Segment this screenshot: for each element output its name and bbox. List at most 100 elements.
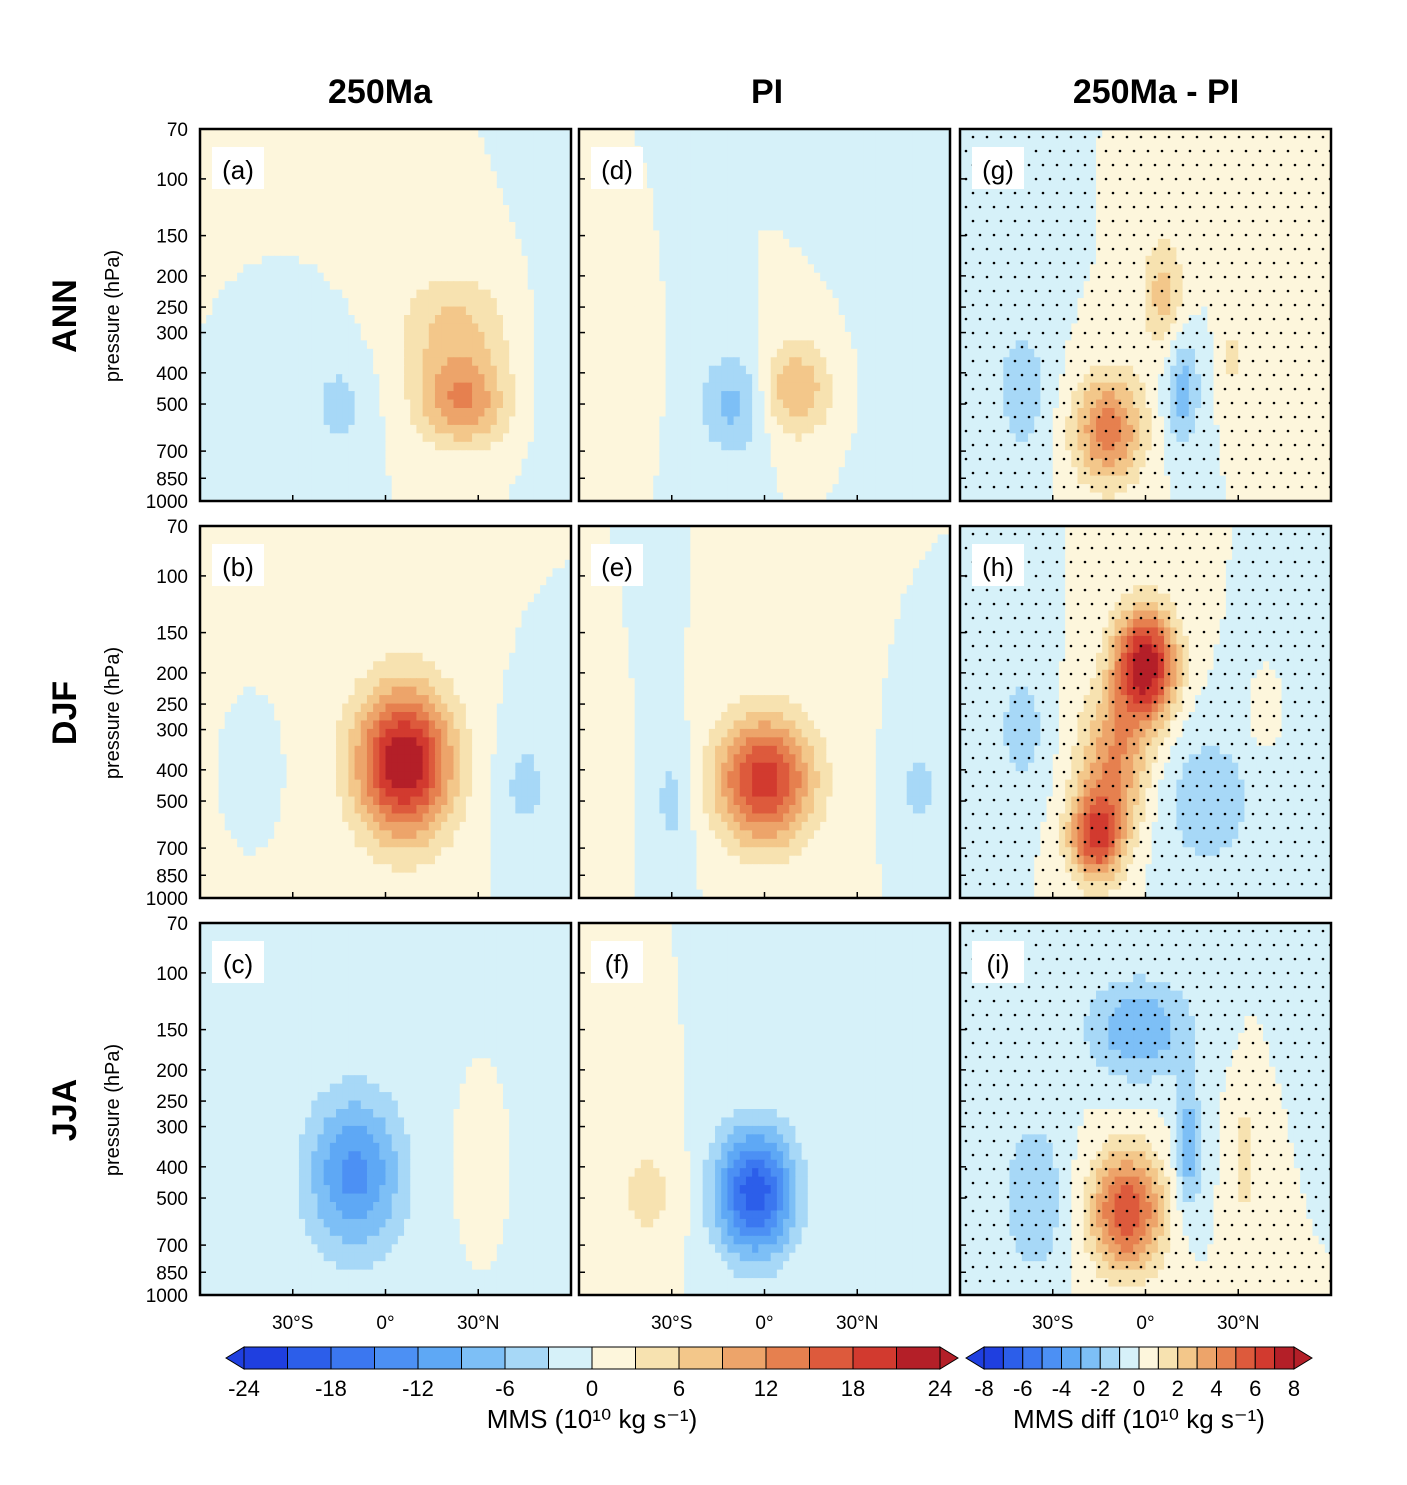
field-cell (875, 424, 883, 434)
field-cell (943, 188, 950, 198)
field-cell (634, 365, 642, 375)
field-cell (416, 238, 424, 248)
field-cell (708, 129, 716, 139)
field-cell (268, 205, 275, 215)
field-cell (478, 382, 486, 392)
field-cell (317, 247, 325, 257)
field-cell (733, 374, 741, 384)
field-cell (715, 213, 722, 223)
field-cell (937, 247, 945, 257)
field-cell (404, 264, 411, 274)
field-cell (317, 230, 325, 240)
field-cell (311, 441, 319, 451)
field-cell (397, 255, 405, 265)
field-cell (311, 382, 319, 392)
field-cell (360, 137, 368, 147)
field-cell (826, 289, 834, 299)
field-cell (925, 255, 933, 265)
field-cell (857, 416, 865, 426)
field-cell (224, 213, 232, 223)
field-cell (832, 171, 840, 181)
field-cell (609, 357, 617, 367)
field-cell (441, 230, 448, 240)
field-cell (465, 331, 473, 341)
field-cell (776, 171, 784, 181)
field-cell (708, 264, 716, 274)
field-cell (857, 213, 865, 223)
field-cell (298, 382, 306, 392)
field-cell (925, 145, 933, 155)
field-cell (496, 213, 504, 223)
field-cell (684, 298, 691, 308)
field-cell (527, 196, 535, 206)
field-cell (428, 399, 436, 409)
field-cell (212, 484, 220, 494)
field-cell (496, 315, 504, 325)
field-cell (261, 137, 269, 147)
field-cell (465, 467, 473, 477)
field-cell (552, 331, 560, 341)
field-cell (540, 162, 547, 172)
field-cell (715, 255, 722, 265)
field-cell (758, 357, 766, 367)
field-cell (200, 298, 207, 308)
field-cell (206, 298, 213, 308)
field-cell (385, 433, 393, 443)
field-cell (764, 340, 772, 350)
field-cell (502, 450, 510, 460)
field-cell (360, 340, 368, 350)
field-cell (795, 416, 803, 426)
field-cell (465, 433, 473, 443)
field-cell (230, 264, 238, 274)
field-cell (906, 357, 914, 367)
field-cell (224, 230, 232, 240)
field-cell (261, 365, 269, 375)
field-cell (342, 238, 349, 248)
field-cell (404, 230, 411, 240)
field-cell (875, 399, 883, 409)
field-cell (329, 340, 337, 350)
field-cell (558, 205, 566, 215)
field-cell (558, 230, 566, 240)
field-cell (552, 323, 560, 333)
field-cell (404, 196, 411, 206)
field-cell (665, 306, 673, 316)
field-cell (597, 272, 605, 282)
field-cell (715, 450, 722, 460)
field-cell (671, 162, 679, 172)
field-cell (311, 264, 319, 274)
field-cell (919, 408, 926, 418)
field-cell (647, 230, 654, 240)
field-cell (342, 255, 349, 265)
field-cell (323, 289, 331, 299)
field-cell (591, 340, 599, 350)
field-cell (305, 137, 312, 147)
field-cell (857, 145, 865, 155)
field-cell (261, 255, 269, 265)
field-cell (243, 196, 251, 206)
field-cell (937, 331, 945, 341)
field-cell (564, 289, 571, 299)
field-cell (385, 205, 393, 215)
field-cell (564, 247, 571, 257)
field-cell (206, 230, 213, 240)
field-cell (634, 416, 642, 426)
field-cell (622, 340, 630, 350)
field-cell (795, 408, 803, 418)
field-cell (280, 441, 288, 451)
field-cell (906, 306, 914, 316)
field-cell (721, 264, 728, 274)
field-cell (478, 137, 486, 147)
field-cell (472, 492, 479, 501)
field-cell (677, 416, 685, 426)
field-cell (453, 289, 461, 299)
field-cell (789, 196, 797, 206)
field-cell (721, 450, 728, 460)
field-cell (521, 188, 529, 198)
field-cell (249, 484, 257, 494)
field-cell (496, 450, 504, 460)
field-cell (585, 315, 592, 325)
field-cell (770, 374, 778, 384)
field-cell (564, 298, 571, 308)
field-cell (869, 416, 877, 426)
